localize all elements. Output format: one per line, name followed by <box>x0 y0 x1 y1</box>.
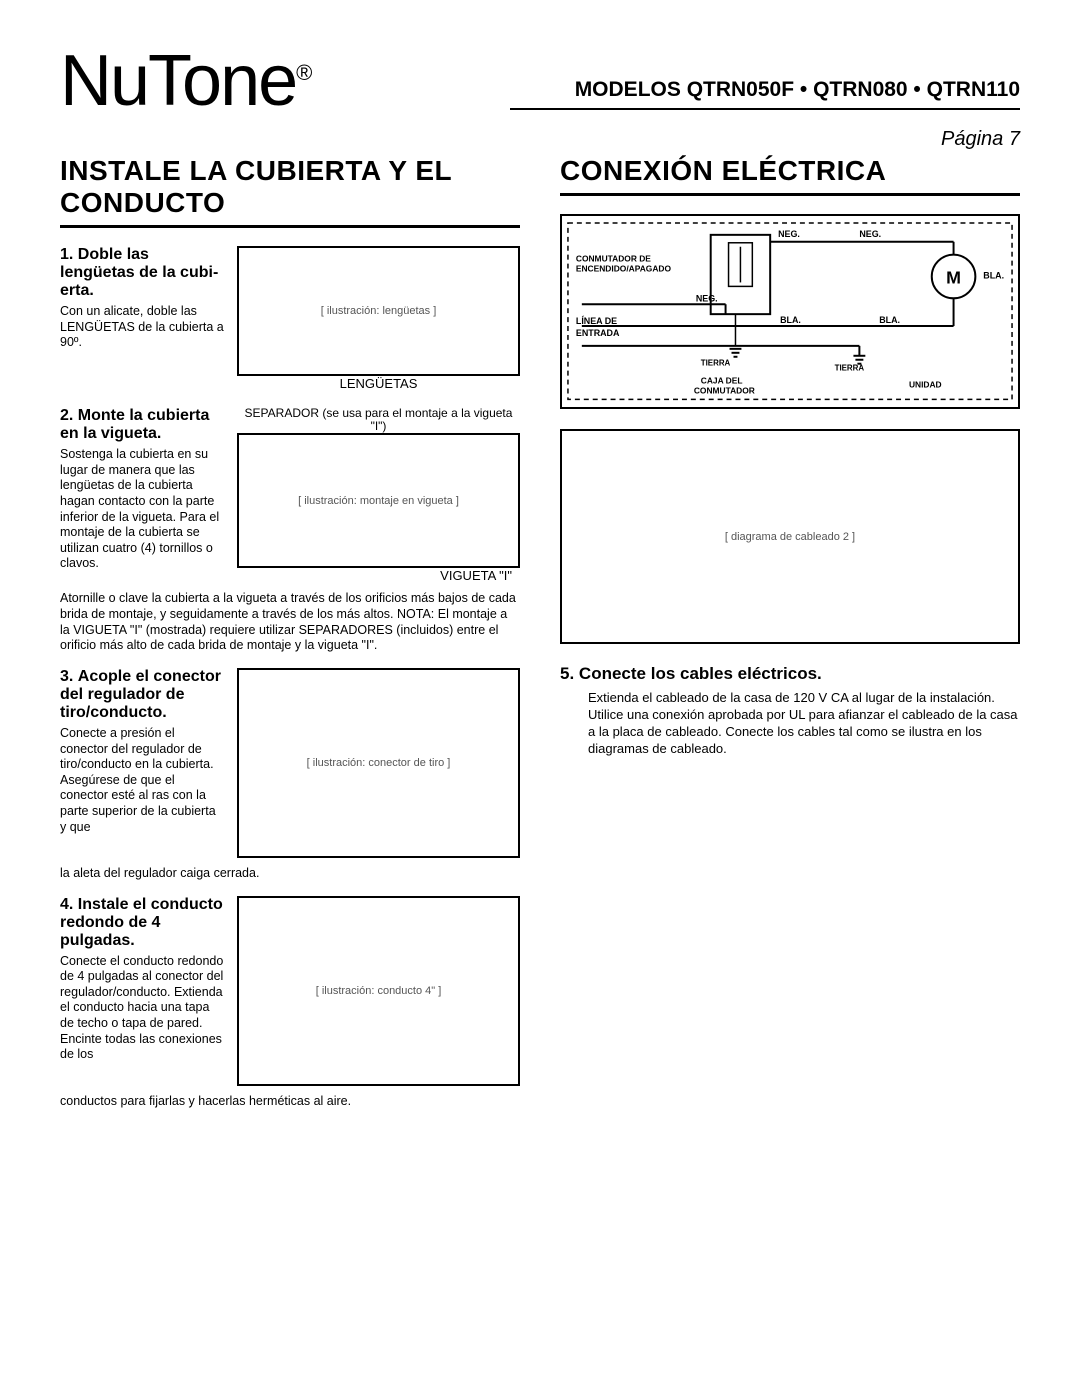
content-columns: INSTALE LA CUBIERTA Y EL CONDUCTO 1. Dob… <box>60 155 1020 1123</box>
figure-3-placeholder: [ ilustración: conector de tiro ] <box>237 668 520 858</box>
svg-text:TIERRA: TIERRA <box>701 359 731 368</box>
wiring-diagram-1: M CONMUTADOR DE ENCEND <box>560 214 1020 409</box>
svg-text:CONMUTADOR: CONMUTADOR <box>694 386 755 396</box>
svg-text:CONMUTADOR DE: CONMUTADOR DE <box>576 254 651 264</box>
step-1-text: 1. Doble las lengüetas de la cubi­erta. … <box>60 246 225 391</box>
step-2-num: 2. <box>60 407 73 424</box>
step-3-body: Conecte a presión el conector del regu­l… <box>60 726 225 835</box>
step-5-num: 5. <box>560 664 574 683</box>
page-number: Página 7 <box>941 128 1020 151</box>
svg-text:CAJA DEL: CAJA DEL <box>701 376 743 386</box>
step-4-num: 4. <box>60 896 73 913</box>
svg-text:BLA.: BLA. <box>983 271 1004 281</box>
step-4-body: Conecte el con­ducto redondo de 4 pulgad… <box>60 954 225 1063</box>
step-3-text: 3. Acople el conector del regulador de t… <box>60 668 225 858</box>
svg-text:NEG.: NEG. <box>778 229 800 239</box>
step-4-head: Instale el conducto redondo de 4 pulgada… <box>60 896 223 949</box>
brand-logo: NuTone® <box>60 40 310 122</box>
step-1-body: Con un alicate, doble las LENGÜE­TAS de … <box>60 304 225 351</box>
right-column: CONEXIÓN ELÉCTRICA M <box>560 155 1020 1123</box>
step-4: 4. Instale el conducto redondo de 4 pulg… <box>60 896 520 1086</box>
svg-text:NEG.: NEG. <box>859 229 881 239</box>
step-3: 3. Acople el conector del regulador de t… <box>60 668 520 858</box>
step-5-body: Extienda el cableado de la casa de 120 V… <box>588 690 1020 758</box>
wiring-diagram-2: [ diagrama de cableado 2 ] <box>560 429 1020 644</box>
step-2: 2. Monte la cubierta en la vigueta. Sost… <box>60 407 520 583</box>
step-1: 1. Doble las lengüetas de la cubi­erta. … <box>60 246 520 391</box>
motor-label: M <box>946 268 961 288</box>
brand-reg: ® <box>296 60 310 85</box>
step-5-heading: 5. Conecte los cables eléctricos. <box>560 664 1020 684</box>
step-2-figure: SEPARADOR (se usa para el montaje a la v… <box>237 407 520 583</box>
step-2-head: Monte la cubierta en la vigueta. <box>60 407 209 442</box>
figure-2-top-label: SEPARADOR (se usa para el montaje a la v… <box>237 407 520 433</box>
wiring-1-svg: M CONMUTADOR DE ENCEND <box>562 217 1018 405</box>
figure-2-bottom-label: VIGUETA "I" <box>237 568 520 583</box>
step-2-note: Atornille o clave la cubierta a la vigue… <box>60 591 520 654</box>
step-5-head: Conecte los cables eléctricos. <box>579 664 822 683</box>
svg-text:TIERRA: TIERRA <box>835 364 865 373</box>
svg-text:BLA.: BLA. <box>780 315 801 325</box>
svg-text:ENTRADA: ENTRADA <box>576 328 620 338</box>
models-line: MODELOS QTRN050F • QTRN080 • QTRN110 <box>510 78 1020 110</box>
step-2-text: 2. Monte la cubierta en la vigueta. Sost… <box>60 407 225 583</box>
svg-text:BLA.: BLA. <box>879 315 900 325</box>
step-1-head: Doble las lengüetas de la cubi­erta. <box>60 246 218 299</box>
figure-1-label: LENGÜETAS <box>237 376 520 391</box>
step-5: 5. Conecte los cables eléctricos. Extien… <box>560 664 1020 758</box>
svg-text:UNIDAD: UNIDAD <box>909 380 942 390</box>
step-1-figure: [ ilustración: lengüetas ] LENGÜETAS <box>237 246 520 391</box>
step-3-note: la aleta del regulador caiga cerrada. <box>60 866 520 882</box>
step-3-head: Acople el conector del regulador de tiro… <box>60 668 221 721</box>
svg-text:ENCENDIDO/APAGADO: ENCENDIDO/APAGADO <box>576 264 672 274</box>
step-4-note: conductos para fijarlas y hacerlas hermé… <box>60 1094 520 1110</box>
step-3-num: 3. <box>60 668 73 685</box>
figure-2-placeholder: [ ilustración: montaje en vigueta ] <box>237 433 520 568</box>
step-4-text: 4. Instale el conducto redondo de 4 pulg… <box>60 896 225 1086</box>
figure-4-placeholder: [ ilustración: conducto 4" ] <box>237 896 520 1086</box>
left-section-title: INSTALE LA CUBIERTA Y EL CONDUCTO <box>60 155 520 228</box>
step-2-body: Sostenga la cubi­erta en su lugar de man… <box>60 447 225 572</box>
svg-text:NEG.: NEG. <box>696 294 718 304</box>
figure-1-placeholder: [ ilustración: lengüetas ] <box>237 246 520 376</box>
step-1-num: 1. <box>60 246 73 263</box>
left-column: INSTALE LA CUBIERTA Y EL CONDUCTO 1. Dob… <box>60 155 520 1123</box>
brand-text: NuTone <box>60 41 296 121</box>
right-section-title: CONEXIÓN ELÉCTRICA <box>560 155 1020 196</box>
svg-text:LÍNEA DE: LÍNEA DE <box>576 316 617 326</box>
